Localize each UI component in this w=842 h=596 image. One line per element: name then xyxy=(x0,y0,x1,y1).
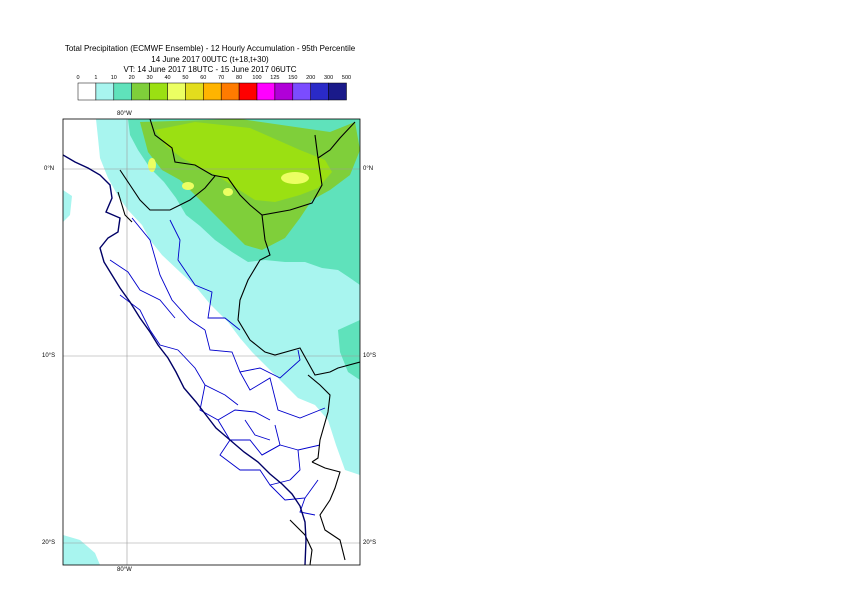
lat-label-10s-right: 10°S xyxy=(363,353,377,359)
lon-label-80w-bottom: 80°W xyxy=(117,567,132,573)
lat-label-equator-left: 0°N xyxy=(44,166,55,172)
lat-label-10s-left: 10°S xyxy=(42,353,56,359)
precip-spot-1 xyxy=(281,172,309,184)
legend-threshold-label: 80 xyxy=(236,75,242,81)
map-frame xyxy=(62,118,361,566)
precip-spot-2 xyxy=(182,182,194,190)
legend-threshold-label: 50 xyxy=(182,75,188,81)
legend-threshold-label: 125 xyxy=(270,75,279,81)
legend-threshold-label: 10 xyxy=(111,75,117,81)
legend-threshold-label: 200 xyxy=(306,75,315,81)
precip-spot-3 xyxy=(148,158,156,172)
chart-title: Total Precipitation (ECMWF Ensemble) - 1… xyxy=(64,44,356,53)
precip-spot-4 xyxy=(223,188,233,196)
admin-boundaries xyxy=(109,217,326,516)
base-time-label: 14 June 2017 00UTC (t+18,t+30) xyxy=(151,55,269,64)
legend-threshold-label: 70 xyxy=(218,75,224,81)
precip-area-light-w xyxy=(63,190,72,222)
precip-area-light-sw xyxy=(63,535,100,565)
legend-threshold-label: 150 xyxy=(288,75,297,81)
legend-threshold-label: 20 xyxy=(129,75,135,81)
precip-area-moderate-east xyxy=(338,320,360,380)
lon-label-80w-top: 80°W xyxy=(117,111,132,117)
lat-label-equator-right: 0°N xyxy=(363,166,374,172)
legend-threshold-label: 300 xyxy=(324,75,333,81)
lat-label-20s-right: 20°S xyxy=(363,540,377,546)
legend-swatch xyxy=(328,82,347,101)
coastline xyxy=(63,154,307,565)
legend-threshold-label: 40 xyxy=(164,75,170,81)
country-boundaries xyxy=(117,119,360,565)
legend-threshold-label: 500 xyxy=(342,75,351,81)
legend-threshold-label: 30 xyxy=(147,75,153,81)
lat-label-20s-left: 20°S xyxy=(42,540,56,546)
legend-threshold-label: 1 xyxy=(94,75,97,81)
legend-threshold-label: 100 xyxy=(252,75,261,81)
valid-time-label: VT: 14 June 2017 18UTC - 15 June 2017 06… xyxy=(123,65,297,74)
precipitation-legend: 0 1 10 20 30 40 50 60 70 80 100 125 150 200 300 500 xyxy=(76,75,351,101)
legend-threshold-label: 0 xyxy=(76,75,79,81)
legend-threshold-label: 60 xyxy=(200,75,206,81)
